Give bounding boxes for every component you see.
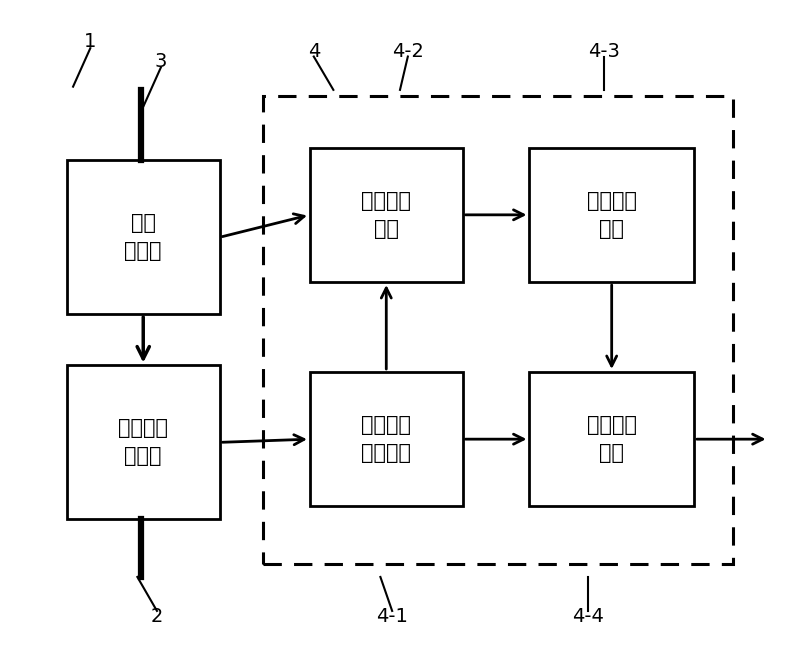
Bar <box>530 372 694 506</box>
Bar <box>67 160 220 314</box>
Bar <box>262 96 734 564</box>
Bar <box>310 372 462 506</box>
Text: 光学电流
传感器: 光学电流 传感器 <box>118 419 168 466</box>
Text: 2: 2 <box>150 607 163 626</box>
Text: 故障判断
模块: 故障判断 模块 <box>586 191 637 239</box>
Text: 1: 1 <box>84 32 97 51</box>
Text: 4-4: 4-4 <box>572 607 604 626</box>
Text: 4-2: 4-2 <box>392 42 424 61</box>
Bar <box>310 148 462 282</box>
Text: 3: 3 <box>154 52 167 71</box>
Text: 数字信号
解调模块: 数字信号 解调模块 <box>362 415 411 463</box>
Text: 自愈
校正器: 自愈 校正器 <box>125 213 162 261</box>
Text: 4-1: 4-1 <box>376 607 408 626</box>
Bar <box>530 148 694 282</box>
Text: 4: 4 <box>307 42 320 61</box>
Text: 工频滤波
模块: 工频滤波 模块 <box>362 191 411 239</box>
Bar <box>67 366 220 519</box>
Text: 系数校正
模块: 系数校正 模块 <box>586 415 637 463</box>
Text: 4-3: 4-3 <box>588 42 620 61</box>
